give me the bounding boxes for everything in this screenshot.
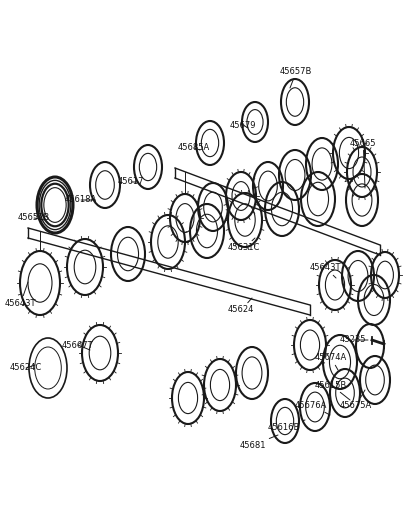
Text: 45615B: 45615B xyxy=(315,380,350,400)
Text: 45681: 45681 xyxy=(240,435,278,449)
Text: 45665: 45665 xyxy=(350,139,377,188)
Text: 45657B: 45657B xyxy=(280,67,312,88)
Text: 45679: 45679 xyxy=(230,120,256,130)
Text: 45616B: 45616B xyxy=(268,420,305,432)
Text: 45643T: 45643T xyxy=(5,282,36,307)
Text: 45675A: 45675A xyxy=(340,390,372,409)
Text: 45643T: 45643T xyxy=(310,264,341,278)
Text: 45674A: 45674A xyxy=(315,353,347,370)
Text: 45667T: 45667T xyxy=(62,340,94,350)
Text: 45652B: 45652B xyxy=(18,213,50,223)
Text: 45617: 45617 xyxy=(118,177,145,186)
Text: 45624: 45624 xyxy=(228,298,254,315)
Text: 45631C: 45631C xyxy=(228,238,260,253)
Text: 45618A: 45618A xyxy=(65,196,97,204)
Text: 45624C: 45624C xyxy=(10,363,42,373)
Text: 45676A: 45676A xyxy=(295,401,330,415)
Text: 43235: 43235 xyxy=(340,335,368,345)
Text: 45685A: 45685A xyxy=(178,143,210,153)
